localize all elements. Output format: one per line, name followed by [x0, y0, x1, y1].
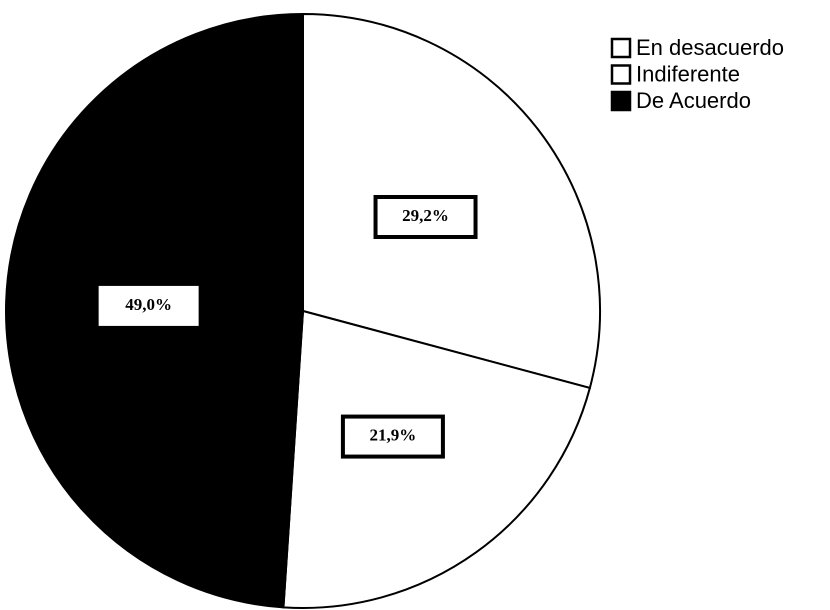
value-label: 21,9% [370, 425, 417, 444]
value-label-box [98, 285, 199, 326]
value-label: 29,2% [402, 206, 449, 225]
legend-label: En desacuerdo [636, 35, 784, 60]
legend-swatch [610, 64, 632, 85]
value-label: 49,0% [125, 295, 172, 314]
legend-swatch [610, 37, 632, 59]
value-label-box [373, 194, 478, 239]
legend-label: De Acuerdo [636, 88, 751, 113]
pie-slice [282, 309, 592, 609]
value-label-box [340, 414, 445, 459]
legend-label: Indiferente [636, 61, 740, 86]
legend-swatch [610, 90, 632, 112]
